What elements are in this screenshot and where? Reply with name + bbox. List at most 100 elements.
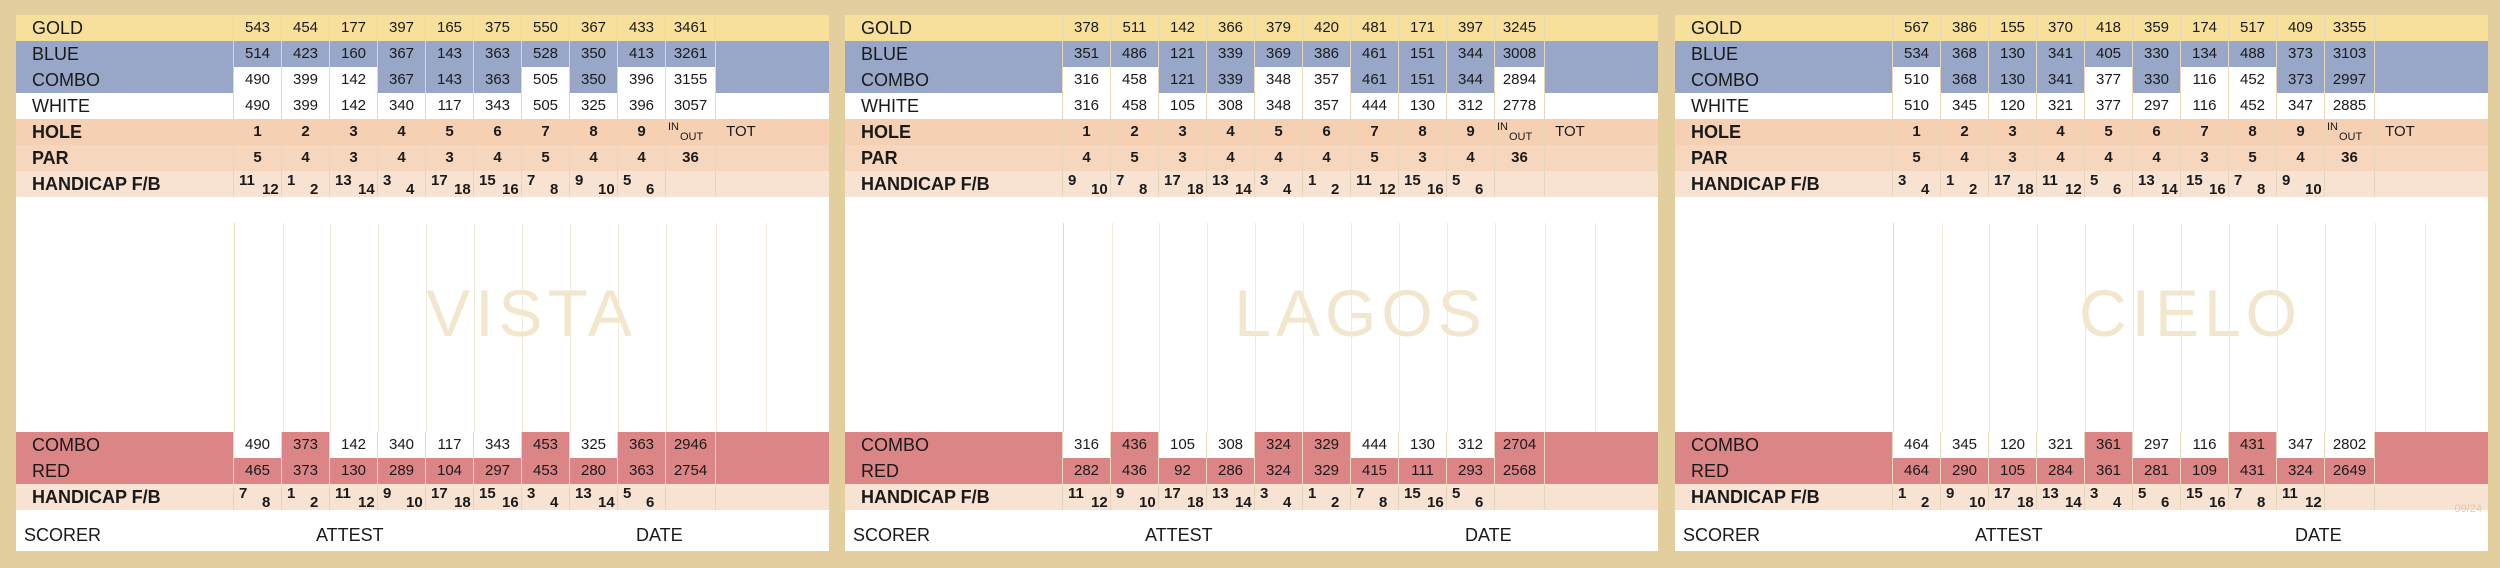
handicap-back: 2 <box>310 181 319 198</box>
hole-row-cell: 4 <box>378 119 426 145</box>
hole-row-cell: 1 <box>1893 119 1941 145</box>
handicap-row-top-cell: 9 10 <box>1063 171 1111 197</box>
handicap-back: 12 <box>1379 181 1396 198</box>
score-column <box>2037 223 2086 447</box>
scorecard-lagos: GOLD 378 511 142 366 379 420 481 171 397 3245 BLUE 3… <box>845 15 1658 551</box>
score-column <box>1893 223 1943 447</box>
combo-tee-row-cell: 461 <box>1351 67 1399 93</box>
handicap-front: 9 <box>2282 172 2291 189</box>
in-label: IN <box>2327 121 2338 133</box>
hole-row-cell: 3 <box>330 119 378 145</box>
handicap-row-bottom-cell: 17 18 <box>426 484 474 510</box>
combo-tee-row-cell: 396 <box>618 67 666 93</box>
combo-forward-row-cell: 2802 <box>2325 432 2375 458</box>
red-tee-row-label: RED <box>845 458 1063 484</box>
handicap-front: 5 <box>1452 485 1461 502</box>
handicap-row-bottom-cell <box>1545 484 1595 510</box>
white-tee-row-cell: 312 <box>1447 93 1495 119</box>
combo-forward-row-cell: 316 <box>1063 432 1111 458</box>
red-tee-row-cell: 2754 <box>666 458 716 484</box>
combo-forward-row-cell: 130 <box>1399 432 1447 458</box>
handicap-front: 1 <box>1308 172 1317 189</box>
red-tee-row-cell <box>716 458 766 484</box>
handicap-row-bottom-cell: 13 14 <box>1207 484 1255 510</box>
red-tee-row-cell: 324 <box>2277 458 2325 484</box>
white-tee-row-cell <box>716 93 766 119</box>
combo-forward-row: COMBO 316 436 105 308 324 329 444 130 312 2704 <box>845 432 1658 458</box>
handicap-front: 9 <box>1068 172 1077 189</box>
handicap-row-bottom-label: HANDICAP F/B <box>1675 484 1893 510</box>
handicap-row-bottom-cell: 11 12 <box>1063 484 1111 510</box>
combo-forward-row-cell: 329 <box>1303 432 1351 458</box>
handicap-back: 14 <box>2065 494 2082 511</box>
handicap-row-bottom-cell: 17 18 <box>1989 484 2037 510</box>
handicap-front: 3 <box>2090 485 2099 502</box>
handicap-row-top-cell: 15 16 <box>474 171 522 197</box>
handicap-back: 4 <box>2113 494 2122 511</box>
red-tee-row-cell <box>1545 458 1595 484</box>
combo-forward-row-cell: 444 <box>1351 432 1399 458</box>
hole-row: HOLE 1 2 3 4 5 6 7 8 9 IN OUT TOT <box>16 119 829 145</box>
gold-tee-row-cell: 386 <box>1941 15 1989 41</box>
blue-tee-row-cell: 413 <box>618 41 666 67</box>
combo-forward-row-label: COMBO <box>16 432 234 458</box>
combo-forward-row-cell: 324 <box>1255 432 1303 458</box>
handicap-front: 7 <box>2234 485 2243 502</box>
handicap-row-bottom: HANDICAP F/B 1 2 9 10 17 18 13 14 3 4 5 6 15 16 7 8 11 12 <box>1675 484 2488 510</box>
gold-tee-row-cell: 171 <box>1399 15 1447 41</box>
hole-row-cell: 9 <box>2277 119 2325 145</box>
red-tee-row: RED 465 373 130 289 104 297 453 280 363 2754 <box>16 458 829 484</box>
par-row-cell: 4 <box>1303 145 1351 171</box>
scorer-label: SCORER <box>1683 525 1761 545</box>
gold-tee-row-cell: 481 <box>1351 15 1399 41</box>
score-entry-area <box>845 223 1658 447</box>
combo-tee-row-cell: 130 <box>1989 67 2037 93</box>
white-tee-row-cell: 399 <box>282 93 330 119</box>
handicap-back: 16 <box>2209 494 2226 511</box>
gold-tee-row-cell: 409 <box>2277 15 2325 41</box>
date-label: DATE <box>1465 525 1512 545</box>
white-tee-row-cell: 490 <box>234 93 282 119</box>
combo-tee-row-cell: 368 <box>1941 67 1989 93</box>
par-row-cell: 4 <box>1063 145 1111 171</box>
gold-tee-row-cell: 550 <box>522 15 570 41</box>
combo-forward-row-label: COMBO <box>845 432 1063 458</box>
gold-tee-row-cell: 370 <box>2037 15 2085 41</box>
combo-tee-row-cell: 121 <box>1159 67 1207 93</box>
white-tee-row-cell: 316 <box>1063 93 1111 119</box>
handicap-row-top: HANDICAP F/B 9 10 7 8 17 18 13 14 3 4 1 2 11 12 15 16 5 6 <box>845 171 1658 197</box>
handicap-row-top-cell: 13 14 <box>2133 171 2181 197</box>
handicap-back: 18 <box>2017 494 2034 511</box>
handicap-front: 5 <box>2090 172 2099 189</box>
course-name-watermark: VISTA <box>426 276 637 350</box>
red-tee-row-cell: 373 <box>282 458 330 484</box>
gold-tee-row-cell: 3245 <box>1495 15 1545 41</box>
red-tee-row-label: RED <box>1675 458 1893 484</box>
white-tee-row-cell: 130 <box>1399 93 1447 119</box>
white-tee-row-cell: 321 <box>2037 93 2085 119</box>
handicap-front: 11 <box>2282 485 2298 502</box>
hole-row-cell: 6 <box>1303 119 1351 145</box>
handicap-front: 11 <box>239 172 255 189</box>
hole-row-cell: TOT <box>2385 123 2415 140</box>
hole-row-cell: 6 <box>474 119 522 145</box>
handicap-row-bottom: HANDICAP F/B 7 8 1 2 11 12 9 10 17 18 15 16 3 4 13 14 5 6 <box>16 484 829 510</box>
par-row-cell: 4 <box>282 145 330 171</box>
combo-forward-row-cell <box>2375 432 2425 458</box>
gold-tee-row-cell: 454 <box>282 15 330 41</box>
gold-tee-row-cell: 177 <box>330 15 378 41</box>
handicap-front: 3 <box>1898 172 1907 189</box>
handicap-back: 6 <box>1475 181 1484 198</box>
handicap-row-bottom-cell <box>666 484 716 510</box>
handicap-front: 3 <box>1260 172 1269 189</box>
gold-tee-row-cell: 375 <box>474 15 522 41</box>
blue-tee-row-cell: 341 <box>2037 41 2085 67</box>
par-row-cell: 4 <box>2037 145 2085 171</box>
par-row-cell: 5 <box>1351 145 1399 171</box>
combo-forward-row-cell: 464 <box>1893 432 1941 458</box>
handicap-front: 15 <box>2186 172 2203 189</box>
handicap-row-bottom-cell: 9 10 <box>1111 484 1159 510</box>
